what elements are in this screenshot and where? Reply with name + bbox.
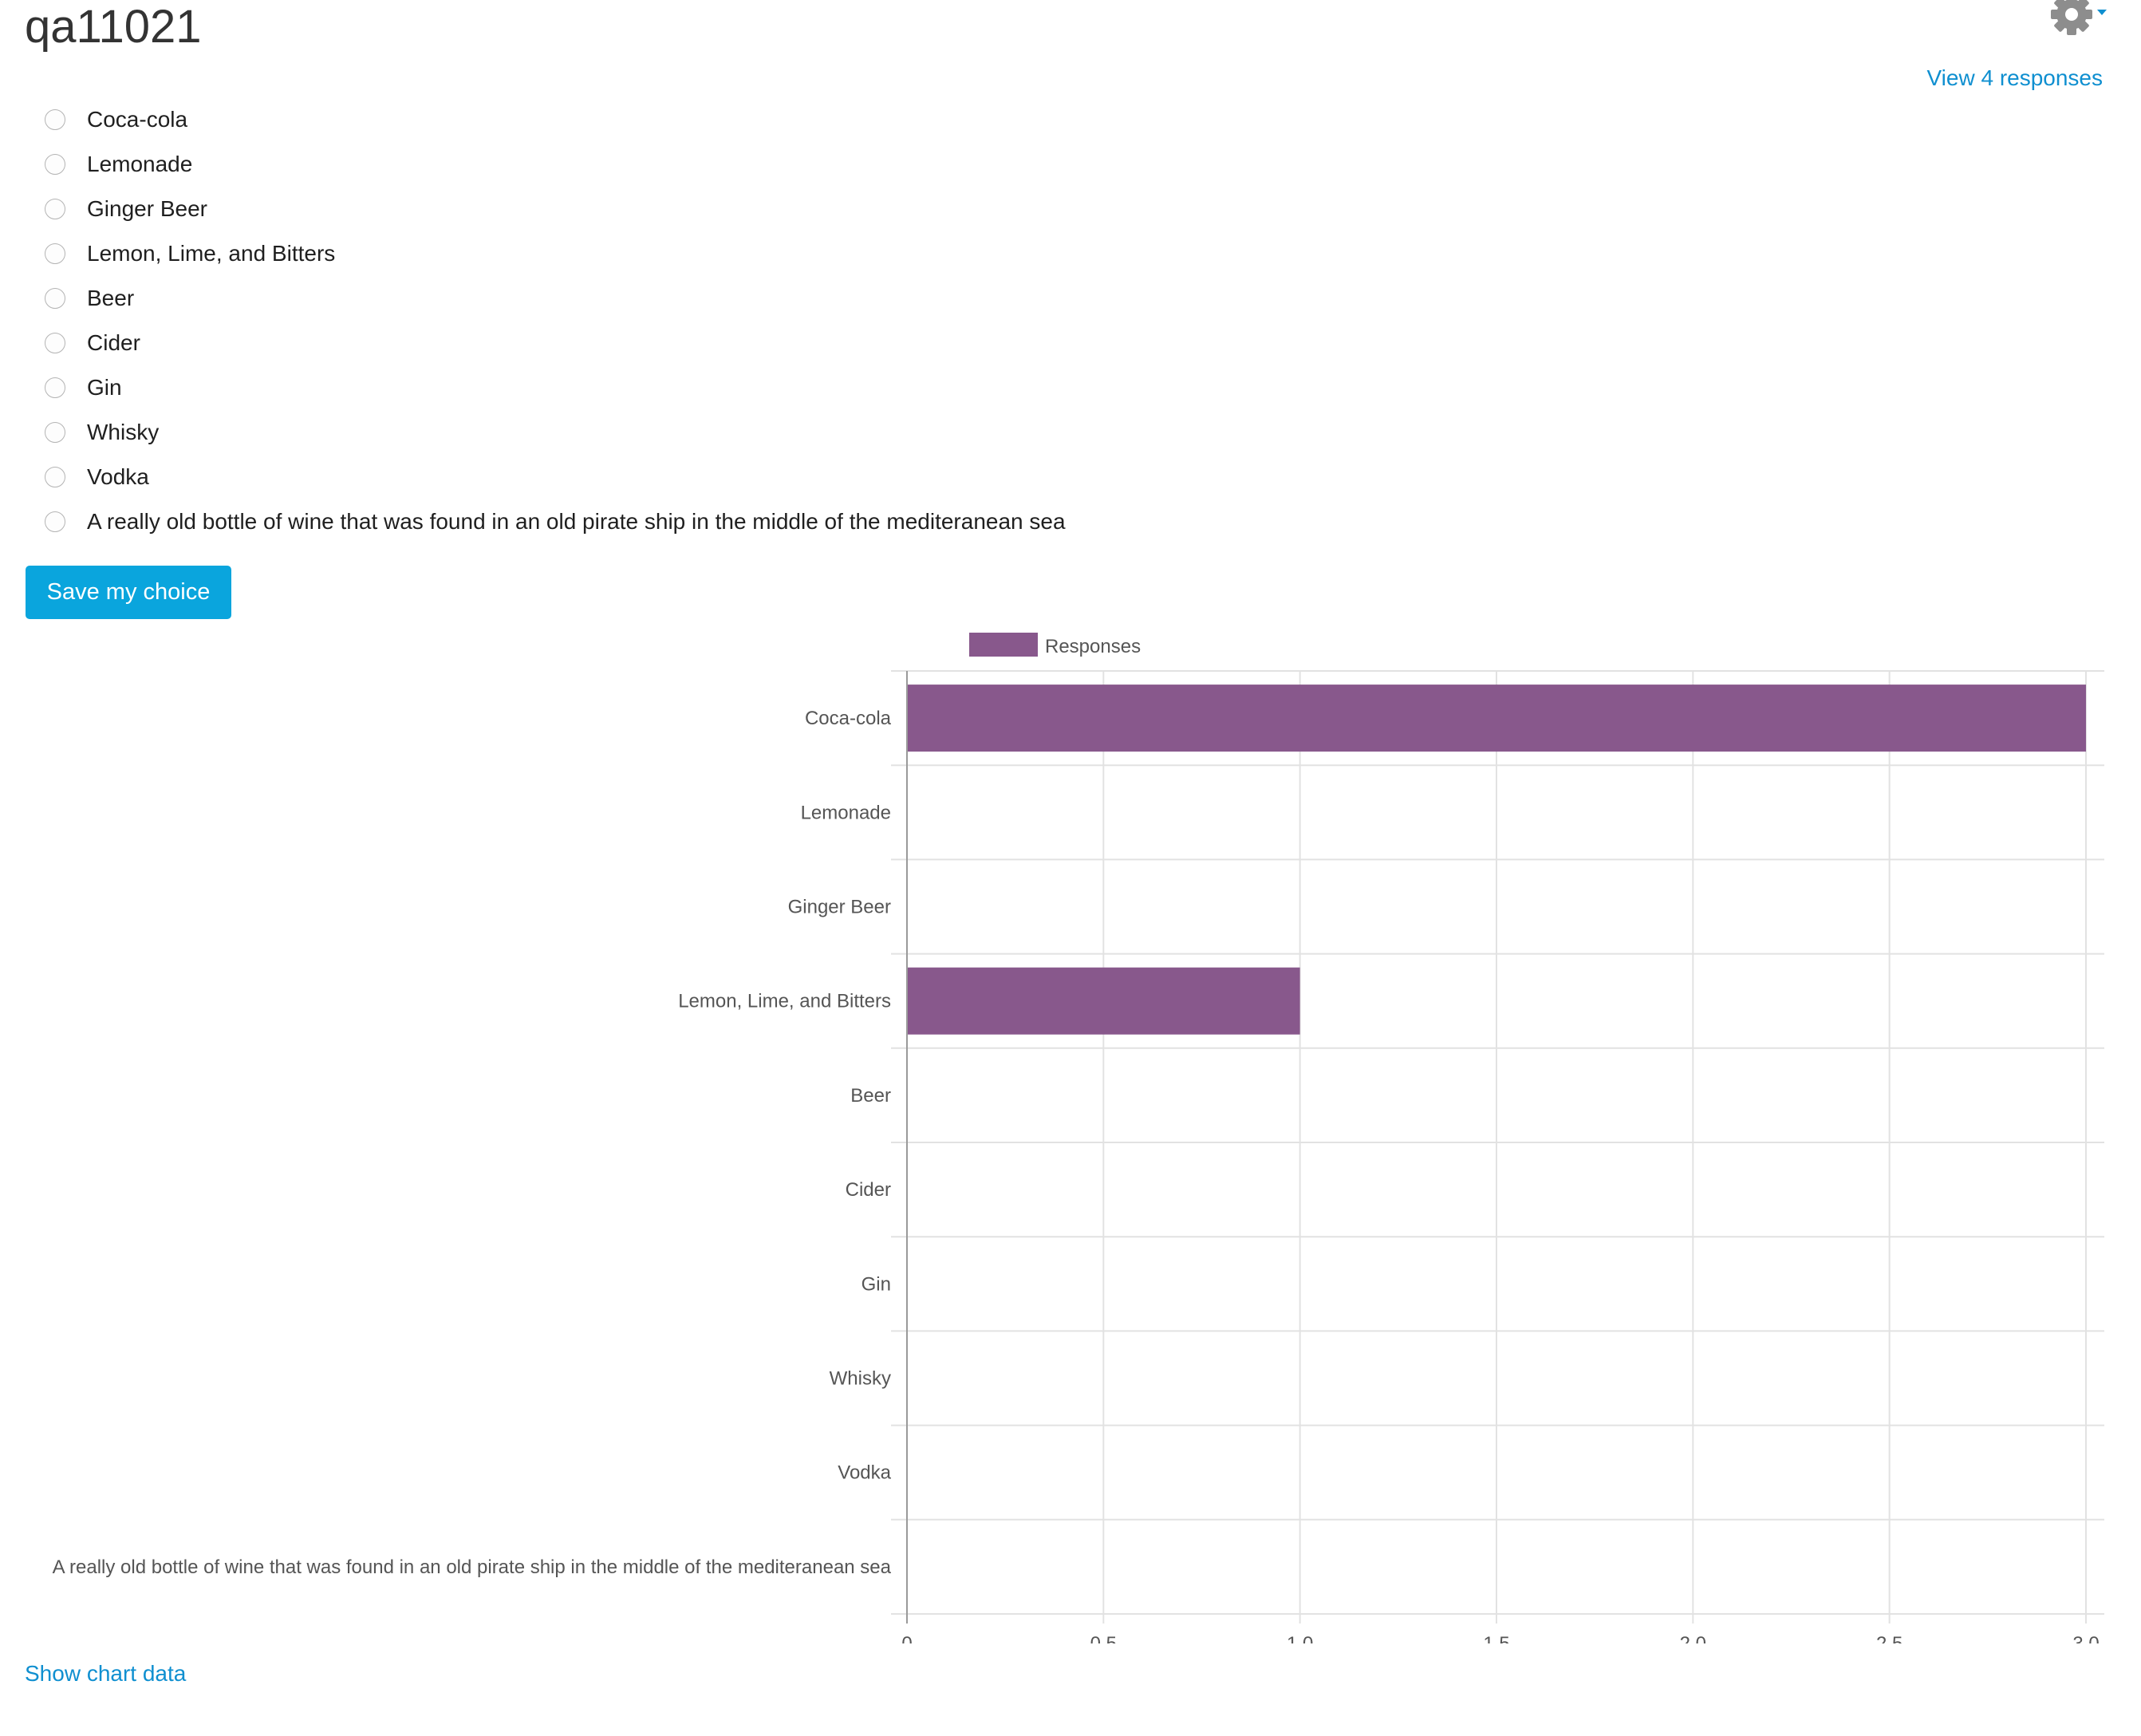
- gear-icon[interactable]: [2050, 0, 2114, 37]
- responses-bar-chart: 0 0.5 1.0 1.5 2.0 2.5 3.0 Coca-cola Lemonade Ging…: [53, 633, 2104, 1643]
- chart-labels: 0 0.5 1.0 1.5 2.0 2.5 3.0 Coca-cola Lemonade Ging…: [53, 708, 2100, 1643]
- x-tick-label: 1.0: [1287, 1633, 1313, 1643]
- save-choice-button[interactable]: Save my choice: [26, 566, 231, 619]
- x-tick-label: 0: [901, 1633, 912, 1643]
- category-label: Ginger Beer: [788, 897, 891, 918]
- bar: [908, 685, 2086, 752]
- bar: [908, 967, 1300, 1035]
- chart-bars: [908, 685, 2086, 1035]
- radio-button[interactable]: [45, 199, 65, 219]
- x-tick-label: 2.5: [1876, 1633, 1902, 1643]
- option-cider[interactable]: Cider: [45, 321, 1066, 365]
- legend-label: Responses: [1045, 636, 1141, 657]
- option-label: Lemon, Lime, and Bitters: [87, 241, 336, 266]
- option-old-wine[interactable]: A really old bottle of wine that was fou…: [45, 499, 1066, 544]
- option-label: Lemonade: [87, 152, 193, 176]
- option-beer[interactable]: Beer: [45, 276, 1066, 321]
- caret-down-icon: [2097, 10, 2107, 15]
- category-label: Vodka: [838, 1462, 891, 1484]
- option-whisky[interactable]: Whisky: [45, 410, 1066, 455]
- option-coca-cola[interactable]: Coca-cola: [45, 97, 1066, 142]
- legend-swatch: [969, 633, 1038, 657]
- x-tick-label: 3.0: [2072, 1633, 2099, 1643]
- radio-button[interactable]: [45, 422, 65, 443]
- x-tick-label: 1.5: [1483, 1633, 1509, 1643]
- category-label: Beer: [850, 1085, 891, 1107]
- option-vodka[interactable]: Vodka: [45, 455, 1066, 499]
- radio-button[interactable]: [45, 243, 65, 264]
- radio-button[interactable]: [45, 511, 65, 532]
- category-label: Coca-cola: [805, 708, 892, 729]
- page-title: qa11021: [25, 1, 202, 53]
- category-label: A really old bottle of wine that was fou…: [53, 1556, 892, 1578]
- category-label: Lemonade: [801, 802, 891, 823]
- x-tick-label: 2.0: [1680, 1633, 1706, 1643]
- settings-menu-button[interactable]: [2050, 0, 2114, 37]
- x-tick-label: 0.5: [1090, 1633, 1117, 1643]
- option-label: Beer: [87, 286, 135, 310]
- option-label: Coca-cola: [87, 107, 188, 132]
- option-label: Vodka: [87, 464, 149, 489]
- option-lemon-lime-bitters[interactable]: Lemon, Lime, and Bitters: [45, 231, 1066, 276]
- show-chart-data-link[interactable]: Show chart data: [25, 1661, 187, 1686]
- option-label: Ginger Beer: [87, 196, 207, 221]
- option-lemonade[interactable]: Lemonade: [45, 142, 1066, 187]
- option-label: Cider: [87, 330, 140, 355]
- radio-button[interactable]: [45, 333, 65, 353]
- radio-button[interactable]: [45, 288, 65, 309]
- options-list: Coca-cola Lemonade Ginger Beer Lemon, Li…: [45, 97, 1066, 544]
- chart-legend: Responses: [969, 633, 1141, 657]
- category-label: Whisky: [830, 1368, 891, 1390]
- category-label: Lemon, Lime, and Bitters: [678, 991, 891, 1012]
- option-label: Whisky: [87, 420, 160, 444]
- radio-button[interactable]: [45, 377, 65, 398]
- radio-button[interactable]: [45, 467, 65, 487]
- option-label: Gin: [87, 375, 122, 400]
- radio-button[interactable]: [45, 154, 65, 175]
- radio-button[interactable]: [45, 109, 65, 130]
- option-ginger-beer[interactable]: Ginger Beer: [45, 187, 1066, 231]
- option-label: A really old bottle of wine that was fou…: [87, 509, 1066, 534]
- view-responses-link[interactable]: View 4 responses: [1926, 65, 2104, 90]
- category-label: Cider: [846, 1179, 891, 1201]
- category-label: Gin: [862, 1273, 891, 1295]
- option-gin[interactable]: Gin: [45, 365, 1066, 410]
- chart-grid: [891, 670, 2104, 1624]
